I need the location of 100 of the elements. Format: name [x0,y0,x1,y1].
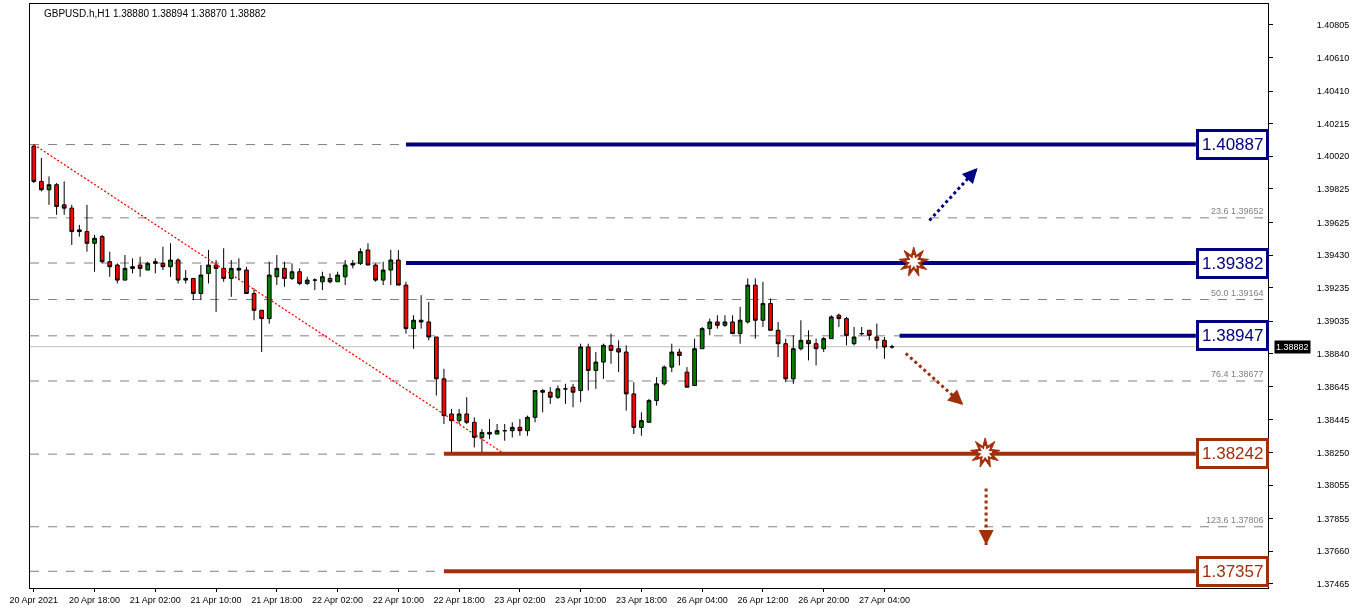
candlestick [783,338,789,383]
candlestick [525,415,530,437]
y-tick-label: 1.40020 [1316,151,1350,162]
candlestick [684,366,690,388]
y-tick-label: 1.39430 [1316,250,1350,261]
ref-line-label: 1.38882 [1276,342,1309,352]
ref-line-label: 50.0 1.39164 [1211,288,1264,298]
candlestick [547,386,553,405]
candlestick [616,339,621,373]
candlestick [190,277,196,301]
series-label: 1.40887 [1202,135,1264,154]
x-tick-label: 22 Apr 18:00 [433,594,485,605]
candlestick [851,326,857,346]
x-tick-label: 22 Apr 02:00 [312,594,364,605]
series-label: 1.39382 [1202,254,1264,273]
candlestick [213,259,219,313]
candlestick [593,351,599,390]
y-tick-label: 1.38645 [1316,381,1350,392]
candlestick [266,261,272,325]
y-tick-label: 1.39035 [1316,316,1350,327]
x-tick-label: 23 Apr 18:00 [615,594,667,605]
candlestick [77,224,82,238]
candlestick [882,336,887,360]
x-tick-label: 26 Apr 04:00 [676,594,728,605]
candlestick [563,383,568,405]
x-tick-label: 20 Apr 2021 [9,594,59,605]
candlestick [61,180,67,216]
candlestick [715,314,720,330]
y-tick-label: 1.38055 [1316,480,1350,491]
candlestick [646,398,652,423]
candlestick [745,277,751,325]
candlestick [555,385,561,400]
candlestick [433,336,439,397]
candlestick [327,272,333,284]
chart-title: GBPUSD.h,H1 1.38880 1.38894 1.38870 1.38882 [44,8,267,19]
y-tick-label: 1.40805 [1316,20,1350,31]
candlestick [601,343,606,380]
candlestick [168,242,173,278]
candlestick [358,247,363,266]
candlestick [289,262,295,281]
y-tick-label: 1.39825 [1316,184,1350,195]
candlestick [623,344,629,412]
candlestick [532,390,538,423]
candlestick [821,336,827,353]
candlestick [396,249,401,286]
candlestick [221,247,227,283]
candlestick [798,319,804,351]
y-tick-label: 1.39625 [1316,217,1350,228]
x-tick-label: 21 Apr 10:00 [190,594,242,605]
candlestick [471,416,477,448]
candlestick [297,267,302,286]
candlestick [122,254,128,281]
candlestick [730,314,735,335]
series-label: 1.38947 [1202,326,1264,345]
ref-line-label: 123.6 1.37806 [1206,515,1264,525]
candlestick [775,321,781,358]
y-tick-label: 1.38250 [1316,447,1350,458]
candlestick [509,421,515,438]
candlestick [889,344,895,350]
candlestick [304,276,310,286]
candlestick [107,251,113,278]
candlestick [244,266,249,294]
series-label: 1.37357 [1202,562,1264,581]
candlestick [441,368,447,425]
candlestick [874,323,880,350]
candlestick [175,257,181,284]
y-tick-label: 1.38840 [1316,348,1350,359]
candlestick [692,338,697,387]
candlestick [608,333,614,365]
candlestick [669,343,675,373]
candlestick [844,316,849,346]
candlestick [114,262,120,284]
candlestick [312,277,318,291]
candlestick [866,329,872,341]
ref-line-label: 23.6 1.39652 [1211,206,1264,216]
series-label: 1.38242 [1202,444,1264,463]
candlestick [540,388,546,413]
candlestick [790,334,796,385]
candlestick [456,408,462,425]
y-tick-label: 1.37465 [1316,578,1350,589]
y-tick-label: 1.40610 [1316,52,1350,63]
candlestick [661,364,667,387]
candlestick [654,376,659,407]
y-tick-label: 1.38445 [1316,414,1350,425]
candlestick [578,343,583,403]
x-tick-label: 23 Apr 02:00 [494,594,546,605]
candlestick [350,259,356,269]
candlestick [251,287,257,321]
candlestick [737,306,743,345]
candlestick [130,257,135,274]
candlestick [206,249,211,284]
candlestick [639,411,644,437]
candlestick [282,261,287,288]
candlestick [69,204,75,246]
candlestick [859,326,865,336]
candlestick [152,257,158,274]
candlestick [768,298,773,331]
candlestick [699,326,705,350]
y-tick-label: 1.37855 [1316,513,1350,524]
candlestick [380,261,386,286]
